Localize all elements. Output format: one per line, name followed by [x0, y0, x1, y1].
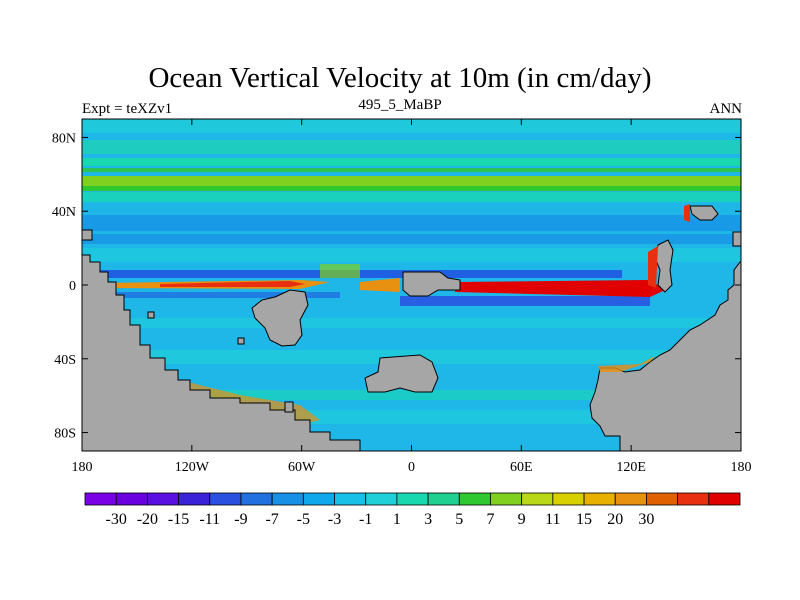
colorbar-swatch-2: [146, 492, 179, 506]
colorbar-swatch-18: [646, 492, 679, 506]
colorbar-label-9: 1: [393, 511, 401, 528]
north-band-2: [82, 158, 741, 166]
colorbar-label-8: -1: [359, 511, 372, 528]
southeast-coastal-orange: [598, 356, 655, 372]
land-central: [251, 289, 309, 347]
east-coastal-red: [648, 246, 658, 288]
x-tick-label-6: 180: [731, 460, 752, 475]
equatorial-blue-south: [90, 292, 340, 298]
x-tick-label-5: 120E: [616, 460, 646, 475]
land-east: [589, 261, 741, 451]
colorbar-swatch-4: [209, 492, 242, 506]
upwelling-central: [360, 278, 400, 292]
land-islet-2: [237, 337, 245, 345]
colorbar-swatch-5: [240, 492, 273, 506]
experiment-label: Expt = teXZv1: [82, 101, 173, 117]
colorbar-label-5: -7: [265, 511, 278, 528]
north-band-yellow: [82, 176, 741, 186]
colorbar-label-14: 11: [545, 511, 560, 528]
x-tick-label-4: 60E: [510, 460, 533, 475]
colorbar-swatch-20: [708, 492, 741, 506]
colorbar-swatch-10: [396, 492, 429, 506]
land-west: [82, 254, 361, 451]
colorbar-label-2: -15: [168, 511, 189, 528]
colorbar-swatch-13: [490, 492, 523, 506]
colorbar-swatch-0: [84, 492, 117, 506]
south-band-1: [82, 318, 741, 328]
colorbar-label-11: 5: [455, 511, 463, 528]
colorbar-swatch-17: [614, 492, 647, 506]
colorbar-swatch-11: [427, 492, 460, 506]
equatorial-green-west: [320, 264, 360, 278]
colorbar-swatch-12: [458, 492, 491, 506]
colorbar-label-12: 7: [486, 511, 494, 528]
period-label: 495_5_MaBP: [358, 97, 442, 113]
colorbar-label-3: -11: [199, 511, 220, 528]
equatorial-upwelling-west-core: [160, 281, 305, 287]
colorbar-swatch-6: [271, 492, 304, 506]
land-small-east: [284, 401, 294, 413]
colorbar-swatch-1: [115, 492, 148, 506]
chart-title: Ocean Vertical Velocity at 10m (in cm/da…: [148, 62, 652, 94]
equatorial-blue-south-2: [400, 296, 650, 306]
colorbar-swatch-8: [334, 492, 367, 506]
y-tick-label-3: 40S: [54, 353, 76, 368]
colorbar-label-10: 3: [424, 511, 432, 528]
x-tick-label-3: 0: [408, 460, 415, 475]
x-tick-label-0: 180: [72, 460, 93, 475]
south-band-3: [82, 390, 741, 400]
subtropical-band: [82, 248, 741, 262]
land-east-peninsula: [654, 239, 674, 293]
north-band-1: [82, 140, 741, 154]
y-tick-label-4: 80S: [54, 427, 76, 442]
colorbar-label-4: -9: [234, 511, 247, 528]
y-tick-label-0: 80N: [52, 131, 76, 146]
colorbar-label-17: 30: [638, 511, 654, 528]
y-tick-label-1: 40N: [52, 205, 76, 220]
colorbar-swatch-19: [677, 492, 710, 506]
colorbar-label-13: 9: [518, 511, 526, 528]
x-tick-label-2: 60W: [288, 460, 316, 475]
y-tick-label-2: 0: [69, 279, 76, 294]
land-south-central: [364, 354, 439, 393]
colorbar-swatch-16: [583, 492, 616, 506]
equatorial-upwelling-east: [455, 280, 665, 297]
colorbar-swatch-9: [365, 492, 398, 506]
north-band-green: [82, 168, 741, 172]
arctic-band: [82, 119, 741, 133]
colorbar-swatch-15: [552, 492, 585, 506]
land-west-north-tip: [82, 229, 93, 241]
colorbar-label-6: -5: [297, 511, 310, 528]
colorbar-swatch-7: [302, 492, 335, 506]
colorbar-label-0: -30: [106, 511, 127, 528]
colorbar-swatch-14: [521, 492, 554, 506]
colorbar-label-7: -3: [328, 511, 341, 528]
north-band-blue: [82, 215, 741, 231]
northeast-coastal-red: [684, 204, 690, 222]
land-east-edge: [732, 231, 741, 247]
colorbar-label-1: -20: [137, 511, 158, 528]
x-tick-label-1: 120W: [175, 460, 210, 475]
colorbar-label-15: 15: [576, 511, 592, 528]
land-northeast-island: [689, 205, 719, 221]
season-label: ANN: [709, 101, 743, 117]
north-band-3: [82, 192, 741, 202]
land-islet-1: [147, 311, 155, 319]
colorbar: -30 -20 -15 -11 -9 -7 -5 -3 -1 1 3 5 7 9 11 15 20 30: [84, 492, 741, 528]
axis-ticks: 180 120W 60W 0 60E 120E 180 80N 40N 0 40S 80S: [52, 119, 752, 475]
land-equatorial-island: [402, 271, 461, 297]
colorbar-label-16: 20: [607, 511, 623, 528]
colorbar-swatch-3: [178, 492, 211, 506]
north-band-blue-2: [82, 234, 741, 244]
north-band-green-2: [82, 186, 741, 191]
